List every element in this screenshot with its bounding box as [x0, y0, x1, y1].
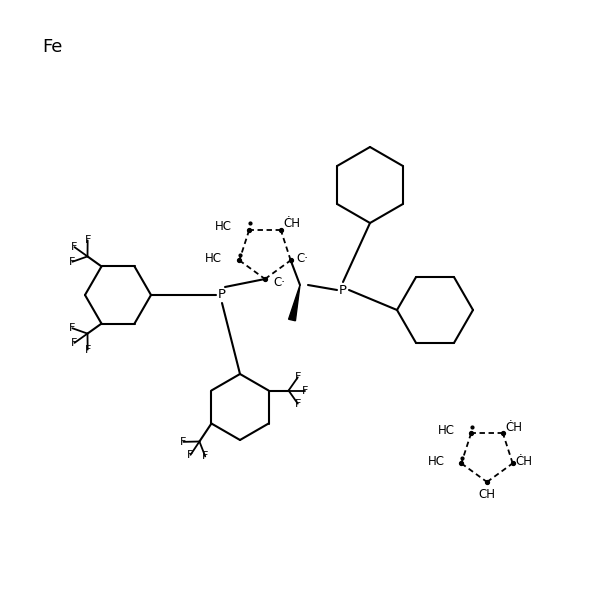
Text: F: F: [69, 257, 76, 267]
Text: P: P: [339, 283, 347, 296]
Text: CH: CH: [479, 488, 496, 502]
Text: Fe: Fe: [42, 38, 62, 56]
Text: ĊH: ĊH: [506, 421, 523, 434]
Text: C·: C·: [296, 252, 308, 265]
Text: F: F: [202, 451, 208, 461]
Text: F: F: [71, 242, 77, 252]
Text: HC: HC: [205, 252, 223, 265]
Text: C·: C·: [273, 275, 285, 289]
Text: HC: HC: [428, 455, 445, 468]
Text: ĊH: ĊH: [515, 455, 533, 468]
Polygon shape: [289, 285, 300, 321]
Text: F: F: [71, 338, 77, 348]
Text: F: F: [187, 450, 194, 460]
Text: F: F: [295, 373, 301, 382]
Text: F: F: [85, 344, 91, 355]
Text: ĊH: ĊH: [284, 217, 301, 230]
Text: F: F: [301, 385, 308, 395]
Text: F: F: [69, 323, 76, 333]
Text: P: P: [218, 289, 226, 301]
Text: HC: HC: [438, 424, 455, 437]
Text: F: F: [180, 437, 187, 447]
Text: F: F: [295, 398, 301, 409]
Text: HC: HC: [215, 220, 232, 233]
Text: F: F: [85, 235, 91, 245]
